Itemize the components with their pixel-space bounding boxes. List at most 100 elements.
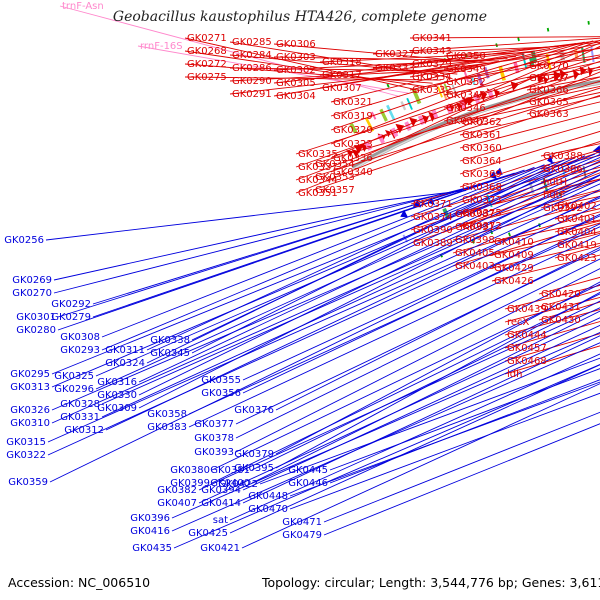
gene-label[interactable]: GK0343 — [412, 46, 452, 57]
gene-label[interactable]: GK0338 — [150, 335, 190, 346]
gene-label[interactable]: recX — [507, 317, 530, 328]
gene-label[interactable]: hutH — [543, 177, 567, 188]
gene-label[interactable]: GK0329 — [412, 59, 452, 70]
gene-label[interactable]: GK0439 — [507, 304, 547, 315]
gene-label[interactable]: GK0369 — [462, 169, 502, 180]
gene-label[interactable]: GK0367 — [529, 73, 569, 84]
gene-label[interactable]: GK0392 — [543, 203, 583, 214]
gene-label[interactable]: GK0419 — [557, 240, 597, 251]
gene-label[interactable]: GK0359 — [8, 477, 48, 488]
gene-label[interactable]: GK0423 — [557, 253, 597, 264]
gene-label[interactable]: GK0269 — [12, 275, 52, 286]
gene-label[interactable]: GK0382 — [157, 485, 197, 496]
gene-label[interactable]: GK0416 — [130, 526, 170, 537]
gene-label[interactable]: GK0468 — [507, 356, 547, 367]
gene-label[interactable]: GK0378 — [194, 433, 234, 444]
gene-label[interactable]: GK0346 — [446, 103, 486, 114]
gene-label[interactable]: GK0285 — [232, 37, 272, 48]
gene-label[interactable]: GK0337 — [298, 162, 338, 173]
gene-label[interactable]: GK0390 — [413, 225, 453, 236]
gene-label[interactable]: GK0388 — [543, 151, 583, 162]
gene-label[interactable]: GK0431 — [541, 302, 581, 313]
gene-label[interactable]: GK0407 — [157, 498, 197, 509]
gene-label[interactable]: GK0364 — [462, 156, 502, 167]
gene-label[interactable]: GK0420 — [541, 289, 581, 300]
gene-label[interactable]: GK0326 — [10, 405, 50, 416]
gene-label[interactable]: GK0324 — [105, 358, 145, 369]
gene-label[interactable]: GK0360 — [462, 143, 502, 154]
gene-label[interactable]: GK0290 — [232, 76, 272, 87]
gene-label[interactable]: GK0393 — [194, 447, 234, 458]
gene-label[interactable]: GK0409 — [494, 250, 534, 261]
gene-label[interactable]: GK0457 — [507, 343, 547, 354]
gene-label[interactable]: GK0356 — [201, 388, 241, 399]
gene-label[interactable]: GK0375 — [462, 208, 502, 219]
gene-label[interactable]: GK0363 — [529, 109, 569, 120]
gene-label[interactable]: GK0351 — [298, 188, 338, 199]
gene-label[interactable]: GK0345 — [150, 348, 190, 359]
gene-label[interactable]: GK0302 — [276, 65, 316, 76]
gene-label[interactable]: GK0353 — [315, 172, 355, 183]
gene-label[interactable]: GK0368 — [462, 182, 502, 193]
gene-label[interactable]: trnF-Asn — [62, 1, 104, 12]
gene-label[interactable]: GK0389 — [413, 238, 453, 249]
gene-label[interactable]: GK0400 — [210, 478, 250, 489]
gene-label[interactable]: GK0374 — [413, 212, 453, 223]
gene-label[interactable]: GK0470 — [248, 504, 288, 515]
gene-label[interactable]: GK0317 — [322, 70, 362, 81]
gene-label[interactable]: GK0295 — [10, 369, 50, 380]
gene-label[interactable]: GK0279 — [51, 312, 91, 323]
gene-label[interactable]: GK0308 — [60, 332, 100, 343]
gene-label[interactable]: GK0399 — [170, 478, 210, 489]
gene-label[interactable]: GK0404 — [557, 227, 597, 238]
gene-label[interactable]: GK0323 — [333, 139, 373, 150]
gene-label[interactable]: GK0402 — [557, 201, 597, 212]
gene-label[interactable]: GK0445 — [288, 465, 328, 476]
gene-label[interactable]: GK0286 — [232, 63, 272, 74]
gene-label[interactable]: GK0405 — [455, 248, 495, 259]
gene-label[interactable]: GK0341 — [412, 33, 452, 44]
gene-label[interactable]: hutF — [543, 190, 566, 201]
gene-label[interactable]: GK0331 — [60, 412, 100, 423]
gene-label[interactable]: GK0372 — [462, 221, 502, 232]
gene-label[interactable]: sat — [213, 515, 228, 526]
gene-label[interactable]: GK0376 — [234, 405, 274, 416]
gene-label[interactable]: GK0446 — [288, 478, 328, 489]
gene-label[interactable]: GK0421 — [200, 543, 240, 554]
gene-label[interactable]: GK0357 — [315, 185, 355, 196]
gene-label[interactable]: GK0373 — [462, 195, 502, 206]
gene-label[interactable]: rrnF-16S — [140, 41, 183, 52]
gene-label[interactable]: GK0381 — [210, 465, 250, 476]
gene-label[interactable]: GK0403 — [455, 261, 495, 272]
gene-label[interactable]: GK0318 — [322, 57, 362, 68]
gene-label[interactable]: GK0435 — [132, 543, 172, 554]
gene-label[interactable]: GK0430 — [541, 315, 581, 326]
gene-label[interactable]: GK0271 — [187, 33, 227, 44]
gene-label[interactable]: GK0379 — [234, 449, 274, 460]
gene-label[interactable]: GK0334 — [412, 72, 452, 83]
gene-label[interactable]: GK0296 — [54, 384, 94, 395]
gene-label[interactable]: GK0479 — [282, 530, 322, 541]
gene-label[interactable]: GK0305 — [276, 78, 316, 89]
gene-label[interactable]: GK0306 — [276, 39, 316, 50]
gene-label[interactable]: GK0332 — [412, 85, 452, 96]
gene-label[interactable]: GK0301 — [16, 312, 56, 323]
gene-label[interactable]: GK0410 — [494, 237, 534, 248]
gene-label[interactable]: GK0354 — [315, 159, 355, 170]
gene-label[interactable]: GK0395 — [234, 463, 274, 474]
gene-label[interactable]: GK0327 — [375, 49, 415, 60]
gene-label[interactable]: ldh — [507, 369, 522, 380]
gene-label[interactable]: GK0328 — [60, 399, 100, 410]
gene-label[interactable]: GK0330 — [97, 390, 137, 401]
gene-label[interactable]: GK0377 — [194, 419, 234, 430]
gene-label[interactable]: GK0429 — [494, 263, 534, 274]
gene-label[interactable]: GK0386 — [543, 164, 583, 175]
gene-label[interactable]: GK0355 — [201, 375, 241, 386]
gene-label[interactable]: GK0291 — [232, 89, 272, 100]
gene-label[interactable]: GK0322 — [6, 450, 46, 461]
gene-label[interactable]: GK0320 — [333, 125, 373, 136]
gene-label[interactable]: GK0272 — [187, 59, 227, 70]
gene-label[interactable]: GK0313 — [10, 382, 50, 393]
gene-label[interactable]: GK0348 — [446, 90, 486, 101]
gene-label[interactable]: GK0358 — [147, 409, 187, 420]
